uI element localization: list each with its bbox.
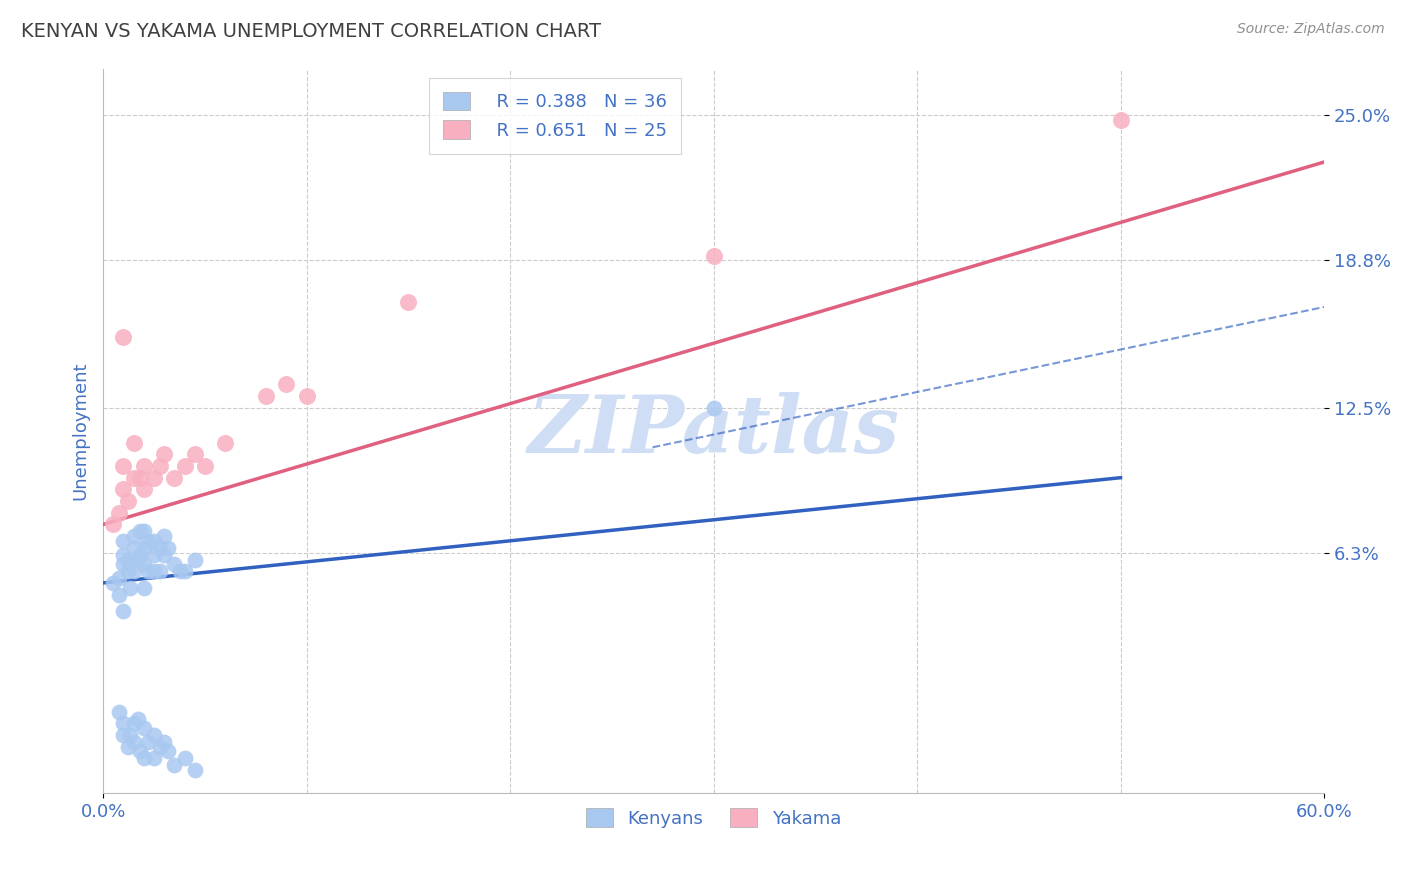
Point — [132, 458, 155, 473]
Point — [122, 541, 145, 555]
Point — [295, 389, 318, 403]
Point — [122, 471, 145, 485]
Point — [127, 712, 149, 726]
Point — [183, 447, 205, 461]
Point — [122, 716, 145, 731]
Text: ZIPatlas: ZIPatlas — [527, 392, 900, 470]
Point — [127, 552, 149, 566]
Point — [157, 541, 180, 555]
Point — [136, 533, 159, 548]
Point — [132, 558, 155, 572]
Point — [128, 524, 150, 539]
Point — [163, 758, 186, 772]
Point — [1109, 112, 1132, 127]
Point — [128, 744, 150, 758]
Point — [122, 552, 145, 566]
Point — [112, 533, 135, 548]
Point — [143, 548, 166, 562]
Point — [396, 295, 419, 310]
Point — [136, 564, 159, 578]
Point — [276, 377, 298, 392]
Point — [122, 435, 145, 450]
Y-axis label: Unemployment: Unemployment — [72, 361, 89, 500]
Point — [112, 558, 135, 572]
Point — [143, 728, 166, 742]
Point — [117, 564, 139, 578]
Point — [132, 581, 155, 595]
Point — [153, 529, 176, 543]
Point — [143, 471, 166, 485]
Point — [149, 564, 172, 578]
Point — [143, 533, 166, 548]
Point — [163, 558, 186, 572]
Legend: Kenyans, Yakama: Kenyans, Yakama — [579, 801, 848, 835]
Point — [128, 471, 150, 485]
Point — [183, 763, 205, 777]
Point — [103, 517, 125, 532]
Point — [173, 751, 195, 765]
Point — [254, 389, 277, 403]
Point — [194, 458, 217, 473]
Point — [157, 744, 180, 758]
Point — [112, 483, 135, 497]
Point — [149, 541, 172, 555]
Point — [117, 739, 139, 754]
Point — [163, 471, 186, 485]
Point — [108, 571, 131, 585]
Point — [108, 588, 131, 602]
Point — [703, 249, 725, 263]
Point — [103, 575, 125, 590]
Point — [153, 548, 176, 562]
Point — [132, 751, 155, 765]
Point — [112, 716, 135, 731]
Point — [136, 735, 159, 749]
Point — [128, 548, 150, 562]
Point — [117, 494, 139, 508]
Point — [117, 552, 139, 566]
Point — [132, 524, 155, 539]
Point — [118, 728, 141, 742]
Point — [149, 458, 172, 473]
Point — [108, 705, 131, 719]
Text: KENYAN VS YAKAMA UNEMPLOYMENT CORRELATION CHART: KENYAN VS YAKAMA UNEMPLOYMENT CORRELATIO… — [21, 22, 602, 41]
Point — [214, 435, 236, 450]
Point — [143, 751, 166, 765]
Text: Source: ZipAtlas.com: Source: ZipAtlas.com — [1237, 22, 1385, 37]
Point — [112, 728, 135, 742]
Point — [122, 735, 145, 749]
Point — [122, 529, 145, 543]
Point — [173, 564, 195, 578]
Point — [153, 447, 176, 461]
Point — [112, 330, 135, 344]
Point — [173, 458, 195, 473]
Point — [112, 604, 135, 618]
Point — [112, 548, 135, 562]
Point — [132, 541, 155, 555]
Point — [149, 739, 172, 754]
Point — [108, 506, 131, 520]
Point — [153, 735, 176, 749]
Point — [132, 721, 155, 735]
Point — [169, 564, 191, 578]
Point — [143, 564, 166, 578]
Point — [132, 483, 155, 497]
Point — [112, 458, 135, 473]
Point — [122, 564, 145, 578]
Point — [183, 552, 205, 566]
Point — [703, 401, 725, 415]
Point — [118, 581, 141, 595]
